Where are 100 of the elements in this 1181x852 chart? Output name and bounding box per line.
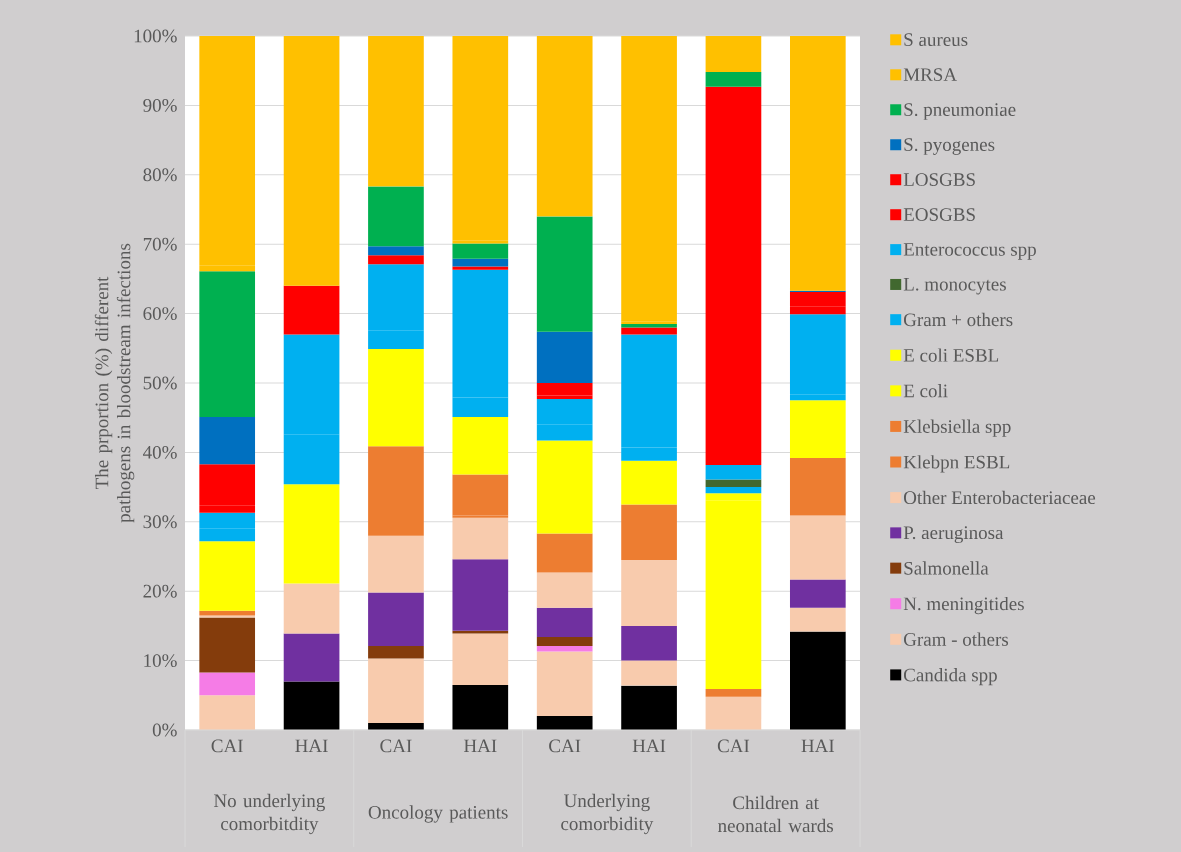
- bar: [452, 684, 509, 730]
- legend-label: E coli ESBL: [903, 348, 999, 362]
- legend-label: Other Enterobacteriaceae: [903, 490, 1096, 505]
- bar: [452, 633, 509, 685]
- bar: [705, 487, 762, 494]
- bar: [536, 331, 593, 383]
- x-tick-label: HAI: [463, 739, 497, 753]
- y-tick-label: 90%: [143, 98, 177, 112]
- legend-label: Gram + others: [903, 312, 1013, 327]
- bar: [789, 515, 846, 580]
- text: Underlying comorbidity: [561, 793, 654, 835]
- legend-label: N. meningitides: [903, 596, 1024, 615]
- bar: [368, 446, 424, 536]
- bar: [283, 681, 340, 730]
- legend-label: L. monocytes: [903, 277, 1006, 295]
- legend-label: E coli: [903, 384, 948, 398]
- y-tick-label: 40%: [143, 445, 177, 459]
- y-tick-label: 50%: [143, 376, 177, 390]
- bar: [621, 559, 677, 626]
- bar: [536, 216, 593, 332]
- bar: [536, 637, 593, 647]
- bar: [621, 35, 677, 322]
- bar: [368, 592, 424, 647]
- x-tick-label: CAI: [549, 739, 581, 753]
- bar: [368, 186, 424, 247]
- text: No underlying comorbitdity: [213, 793, 325, 835]
- bar: [789, 400, 846, 458]
- bar: [199, 271, 256, 417]
- bar: [452, 417, 509, 475]
- bar: [536, 651, 593, 717]
- bar: [621, 625, 677, 661]
- bar: [705, 689, 762, 697]
- x-tick-label: CAI: [211, 739, 243, 753]
- legend-label: Candida spp: [903, 668, 997, 686]
- x-tick-label: HAI: [632, 739, 666, 753]
- bar: [621, 327, 677, 335]
- x-tick-label: HAI: [801, 739, 835, 753]
- y-tick-label: 20%: [143, 584, 177, 598]
- bar: [283, 633, 340, 682]
- bar: [452, 258, 509, 267]
- bar: [452, 474, 509, 516]
- legend-label: EOSGBS: [903, 208, 975, 221]
- bar: [705, 479, 762, 488]
- bar: [368, 646, 424, 659]
- bar: [536, 607, 593, 637]
- bar: [536, 716, 593, 730]
- y-tick-label: 30%: [143, 515, 177, 529]
- bar: [199, 695, 256, 730]
- y-tick-label: 100%: [134, 29, 177, 43]
- bar: [705, 72, 762, 87]
- bar: [789, 457, 846, 516]
- bar: [789, 631, 846, 730]
- bar: [283, 35, 340, 286]
- legend-label: P. aeruginosa: [903, 526, 1004, 543]
- bar: [536, 646, 593, 652]
- legend-label: S aureus: [904, 33, 968, 47]
- legend-label: Klebsiella spp: [903, 419, 1011, 437]
- bar: [368, 35, 424, 187]
- x-tick-label: CAI: [717, 739, 750, 753]
- bar: [368, 255, 424, 265]
- bar: [621, 504, 677, 560]
- y-tick-label: 0%: [152, 723, 177, 737]
- text: Children at neonatal wards: [718, 795, 833, 833]
- y-tick-label: 10%: [144, 654, 177, 668]
- bar: [452, 35, 509, 241]
- bar: [283, 583, 340, 634]
- y-axis-title: The prportion (%) different pathogens in bloodstream infections: [94, 243, 135, 523]
- bar: [452, 266, 509, 270]
- bar: [789, 579, 846, 608]
- bar: [368, 246, 424, 256]
- bar: [368, 658, 424, 724]
- bar: [452, 517, 509, 560]
- bar: [368, 348, 424, 447]
- legend-label: LOSGBS: [903, 173, 975, 186]
- bar: [199, 672, 256, 696]
- bar: [789, 35, 846, 288]
- bar: [199, 615, 256, 618]
- legend-label: S. pneumoniae: [904, 103, 1016, 120]
- bar: [368, 535, 424, 593]
- bar: [621, 685, 677, 730]
- bar: [789, 607, 846, 632]
- legend-label: Salmonella: [904, 561, 989, 575]
- bar: [536, 35, 593, 217]
- x-tick-label: HAI: [295, 739, 328, 753]
- bar: [621, 660, 677, 686]
- bar: [536, 440, 593, 534]
- y-tick-label: 60%: [143, 307, 177, 321]
- bar: [705, 464, 762, 480]
- bar: [452, 630, 509, 634]
- bar: [199, 541, 256, 611]
- bar: [199, 617, 256, 673]
- bar: [705, 35, 762, 73]
- legend-label: Klebpn ESBL: [903, 455, 1010, 473]
- legend-label: S. pyogenes: [904, 138, 995, 155]
- legend-label: Gram - others: [903, 632, 1009, 646]
- x-tick-label: CAI: [380, 739, 412, 753]
- y-tick-label: 70%: [143, 237, 177, 251]
- bar: [452, 559, 509, 631]
- bar: [283, 484, 340, 584]
- bar: [536, 383, 593, 396]
